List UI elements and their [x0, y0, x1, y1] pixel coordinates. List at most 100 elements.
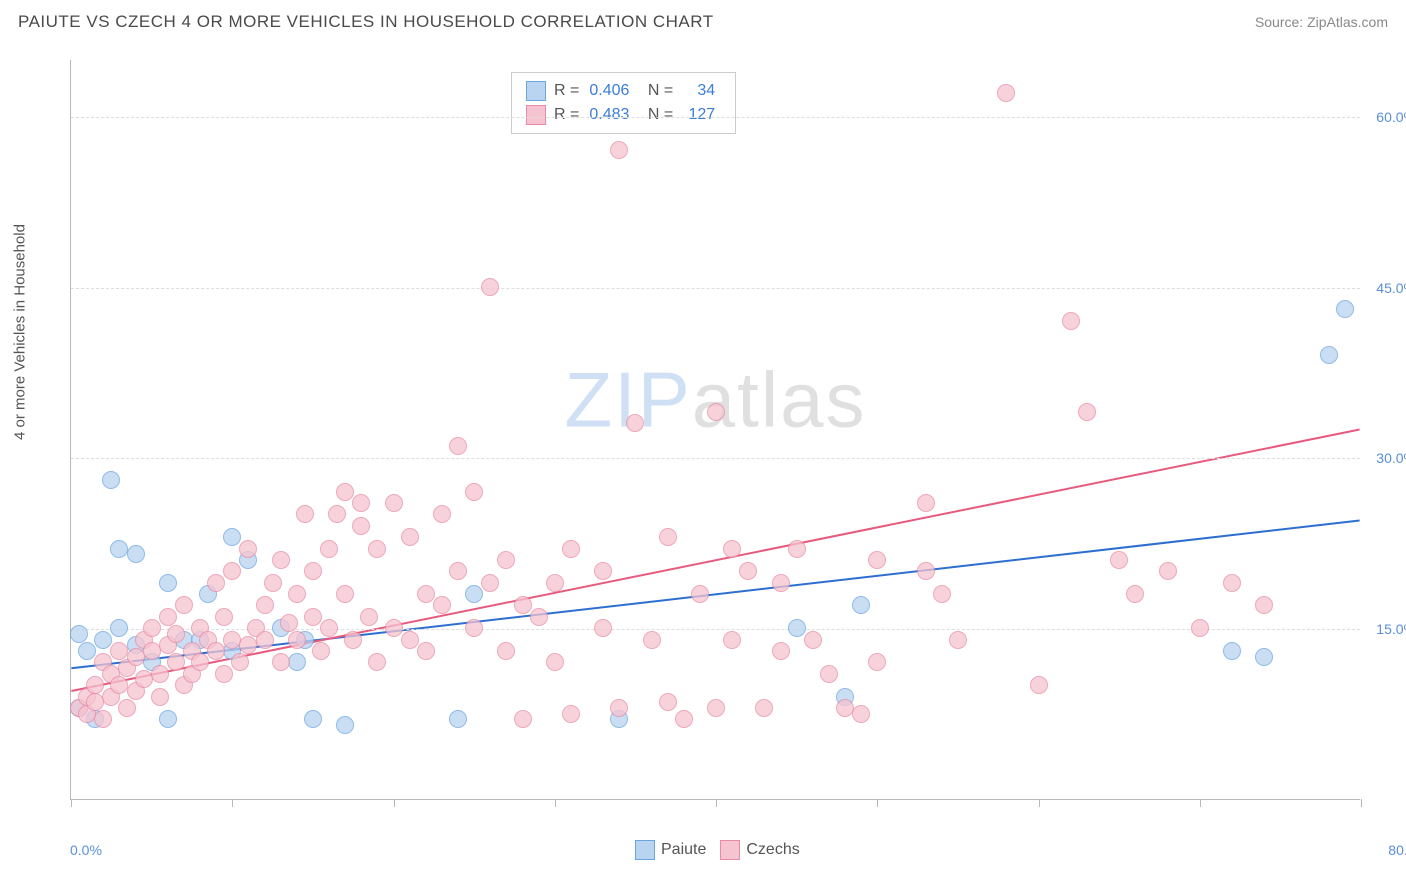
data-point [385, 619, 403, 637]
data-point [1320, 346, 1338, 364]
data-point [659, 693, 677, 711]
legend-swatch [720, 840, 740, 860]
data-point [151, 688, 169, 706]
chart-title: PAIUTE VS CZECH 4 OR MORE VEHICLES IN HO… [18, 12, 714, 32]
gridline [71, 117, 1360, 118]
data-point [70, 625, 88, 643]
legend-series-label: Czechs [746, 841, 799, 859]
legend-n-label: N = [643, 103, 673, 127]
data-point [449, 562, 467, 580]
x-tick [555, 799, 556, 807]
y-tick-label: 15.0% [1376, 621, 1406, 637]
data-point [772, 642, 790, 660]
x-tick [232, 799, 233, 807]
data-point [449, 710, 467, 728]
data-point [223, 562, 241, 580]
data-point [304, 562, 322, 580]
data-point [707, 699, 725, 717]
data-point [272, 653, 290, 671]
data-point [401, 528, 419, 546]
data-point [385, 494, 403, 512]
legend-series-item: Paiute [635, 840, 706, 860]
data-point [1126, 585, 1144, 603]
legend-swatch [526, 105, 546, 125]
legend-swatch [635, 840, 655, 860]
data-point [215, 608, 233, 626]
x-tick [1039, 799, 1040, 807]
legend-correlation: R =0.406 N =34R =0.483 N =127 [511, 72, 736, 134]
data-point [288, 653, 306, 671]
data-point [1255, 596, 1273, 614]
data-point [264, 574, 282, 592]
data-point [497, 642, 515, 660]
data-point [151, 665, 169, 683]
legend-r-value: 0.483 [589, 103, 629, 127]
data-point [1223, 574, 1241, 592]
data-point [610, 699, 628, 717]
legend-r-value: 0.406 [589, 79, 629, 103]
gridline [71, 458, 1360, 459]
data-point [465, 619, 483, 637]
data-point [675, 710, 693, 728]
data-point [320, 619, 338, 637]
data-point [1030, 676, 1048, 694]
data-point [997, 84, 1015, 102]
x-tick [394, 799, 395, 807]
data-point [328, 505, 346, 523]
data-point [304, 710, 322, 728]
data-point [288, 631, 306, 649]
data-point [820, 665, 838, 683]
data-point [288, 585, 306, 603]
data-point [1223, 642, 1241, 660]
data-point [465, 483, 483, 501]
data-point [562, 540, 580, 558]
chart-header: PAIUTE VS CZECH 4 OR MORE VEHICLES IN HO… [0, 0, 1406, 40]
data-point [530, 608, 548, 626]
data-point [868, 551, 886, 569]
data-point [102, 471, 120, 489]
data-point [94, 631, 112, 649]
data-point [868, 653, 886, 671]
data-point [481, 574, 499, 592]
data-point [239, 540, 257, 558]
data-point [465, 585, 483, 603]
data-point [917, 562, 935, 580]
legend-swatch [526, 81, 546, 101]
data-point [917, 494, 935, 512]
data-point [739, 562, 757, 580]
data-point [312, 642, 330, 660]
data-point [94, 710, 112, 728]
data-point [304, 608, 322, 626]
data-point [707, 403, 725, 421]
x-tick [716, 799, 717, 807]
data-point [788, 619, 806, 637]
data-point [417, 642, 435, 660]
data-point [344, 631, 362, 649]
data-point [643, 631, 661, 649]
plot-area: ZIPatlas R =0.406 N =34R =0.483 N =127 1… [70, 60, 1360, 800]
x-tick [1200, 799, 1201, 807]
trend-lines [71, 60, 1360, 799]
legend-n-value: 127 [683, 103, 715, 127]
trend-line [71, 430, 1359, 691]
data-point [1062, 312, 1080, 330]
data-point [594, 562, 612, 580]
data-point [804, 631, 822, 649]
legend-r-label: R = [554, 103, 579, 127]
gridline [71, 288, 1360, 289]
data-point [852, 596, 870, 614]
data-point [207, 574, 225, 592]
watermark-zip: ZIP [564, 355, 691, 443]
y-tick-label: 60.0% [1376, 109, 1406, 125]
data-point [562, 705, 580, 723]
data-point [223, 528, 241, 546]
data-point [215, 665, 233, 683]
data-point [417, 585, 435, 603]
data-point [481, 278, 499, 296]
x-tick [877, 799, 878, 807]
x-axis-max-label: 80.0% [1388, 842, 1406, 858]
data-point [626, 414, 644, 432]
data-point [159, 574, 177, 592]
data-point [1191, 619, 1209, 637]
data-point [118, 699, 136, 717]
